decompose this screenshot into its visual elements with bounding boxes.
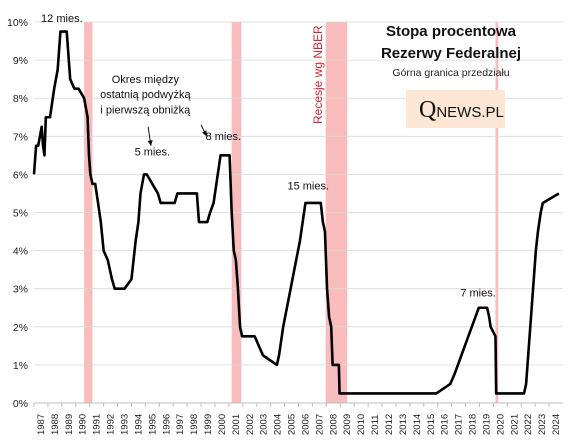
x-tick-label: 2001 (231, 414, 242, 435)
annotation-label: i pierwszą obniżką (100, 104, 191, 116)
x-tick-label: 2007 (314, 414, 325, 435)
x-tick-label: 1995 (147, 414, 158, 435)
x-tick-label: 2020 (495, 414, 506, 435)
x-tick-label: 2014 (412, 414, 423, 435)
x-tick-label: 1990 (78, 414, 89, 435)
x-tick-label: 2019 (481, 414, 492, 435)
annotation-label: 5 mies. (135, 146, 170, 158)
x-tick-label: 2024 (551, 414, 562, 435)
logo-text: NEWS.PL (436, 104, 504, 121)
y-axis-ticks: 0% 1% 2% 3% 4% 5% 6% 7% 8% 9% 10% (7, 17, 28, 410)
x-tick-label: 2017 (454, 414, 465, 435)
annotation-label: Okres między (112, 74, 180, 86)
y-tick-label: 8% (13, 93, 28, 105)
x-tick-label: 1997 (175, 414, 186, 435)
x-tick-label: 2004 (273, 414, 284, 435)
x-tick-label: 1988 (50, 414, 61, 435)
x-tick-label: 2000 (217, 414, 228, 435)
y-tick-label: 6% (13, 169, 28, 181)
annotation-label: 8 mies. (206, 131, 241, 143)
y-tick-label: 2% (13, 322, 28, 334)
x-tick-label: 1991 (92, 414, 103, 435)
y-tick-label: 4% (13, 246, 28, 258)
x-tick-label: 2018 (468, 414, 479, 435)
logo-q: Q (419, 97, 436, 123)
x-axis-ticks: 1987 1988 1989 1990 1991 1992 1993 1994 1995 1996… (33, 403, 562, 435)
y-tick-label: 10% (7, 17, 28, 29)
chart-title: Stopa procentowa (386, 23, 517, 40)
x-tick-label: 1989 (64, 414, 75, 435)
x-tick-label: 2005 (287, 414, 298, 435)
x-tick-label: 2008 (328, 414, 339, 435)
x-tick-label: 1992 (106, 414, 117, 435)
y-tick-label: 9% (13, 55, 28, 67)
x-tick-label: 2023 (537, 414, 548, 435)
x-tick-label: 1994 (133, 414, 144, 435)
x-tick-label: 1996 (161, 414, 172, 435)
x-tick-label: 2003 (259, 414, 270, 435)
x-tick-label: 1993 (119, 414, 130, 435)
annotation-arrows (147, 124, 208, 146)
annotations: 12 mies. Okres między ostatnią podwyżką i p… (41, 13, 496, 299)
annotation-label: ostatnią podwyżką (100, 89, 191, 101)
x-tick-label: 1987 (36, 414, 47, 435)
x-tick-label: 2016 (440, 414, 451, 435)
x-tick-label: 2011 (370, 415, 381, 435)
recession-label: Recesje wg NBER (311, 25, 325, 124)
annotation-label: 7 mies. (460, 287, 495, 299)
chart-subtitle: Górna granica przedziału (392, 67, 509, 79)
svg-text:QNEWS.PL: QNEWS.PL (419, 97, 504, 123)
gridlines (34, 21, 563, 404)
x-tick-label: 2022 (523, 414, 534, 435)
logo-background (406, 90, 505, 128)
x-tick-label: 2006 (300, 414, 311, 435)
y-tick-label: 3% (13, 284, 28, 296)
x-tick-label: 2002 (245, 414, 256, 435)
y-tick-label: 5% (13, 208, 28, 220)
chart-title-line2: Rezerwy Federalnej (381, 45, 521, 62)
y-tick-label: 1% (13, 360, 28, 372)
x-tick-label: 2009 (342, 414, 353, 435)
annotation-label: 12 mies. (41, 13, 83, 25)
x-tick-label: 1998 (189, 414, 200, 435)
rate-line (32, 30, 560, 395)
rate-series (32, 30, 560, 395)
x-tick-label: 2021 (509, 414, 520, 435)
x-tick-label: 2013 (398, 414, 409, 435)
annotation-label: 15 mies. (287, 181, 329, 193)
arrow-head (201, 130, 207, 137)
y-tick-label: 0% (13, 398, 28, 410)
x-tick-label: 2010 (356, 414, 367, 435)
qnews-logo: QNEWS.PL (406, 90, 505, 128)
x-tick-label: 2012 (384, 414, 395, 435)
x-tick-label: 1999 (203, 414, 214, 435)
arrow-head (147, 140, 153, 146)
y-tick-label: 7% (13, 131, 28, 143)
x-tick-label: 2015 (426, 414, 437, 435)
